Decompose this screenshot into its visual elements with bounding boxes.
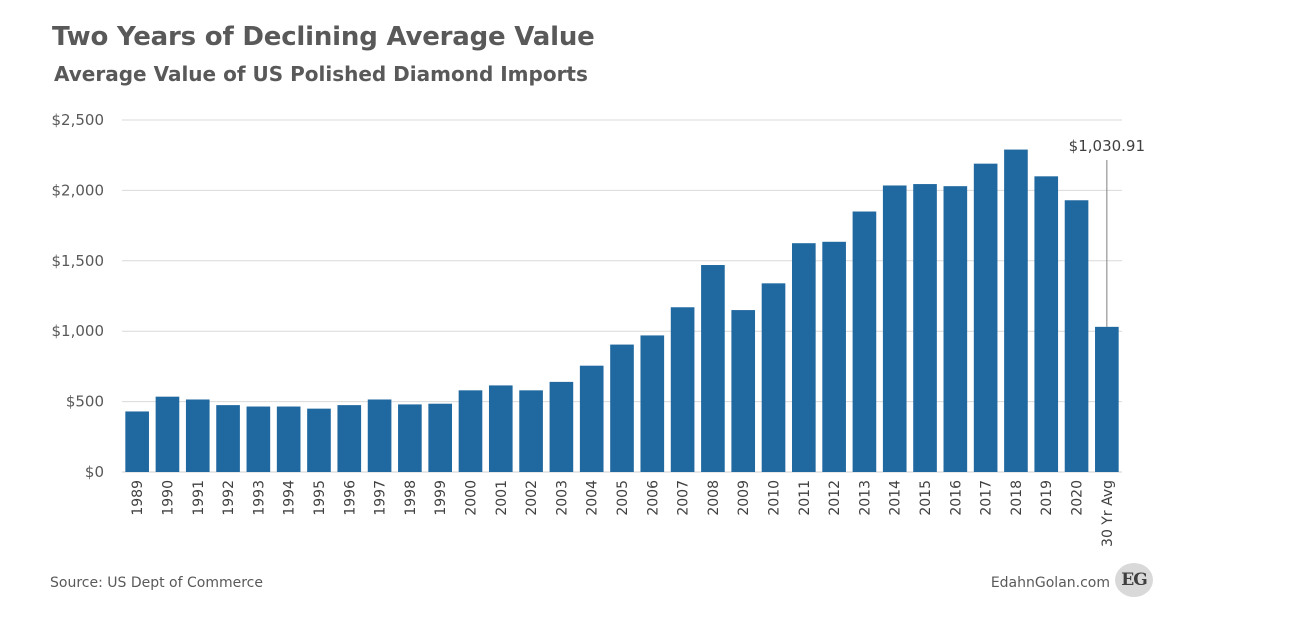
x-tick-label: 2020 — [1070, 480, 1086, 516]
y-tick-label: $1,500 — [52, 252, 105, 270]
x-tick-label: 2006 — [645, 480, 661, 516]
bar-2019 — [1034, 176, 1059, 472]
bar-1999 — [428, 403, 452, 472]
x-tick-label: 1996 — [342, 480, 358, 516]
bar-2003 — [549, 381, 574, 472]
bar-2020 — [1064, 200, 1089, 473]
source-note: Source: US Dept of Commerce — [50, 575, 263, 591]
bar-2017 — [973, 163, 998, 472]
x-tick-label: 2003 — [554, 480, 570, 516]
x-tick-label: 2017 — [979, 480, 995, 516]
x-tick-label: 2013 — [857, 480, 873, 516]
bar-2010 — [761, 283, 786, 472]
chart-subtitle: Average Value of US Polished Diamond Imp… — [54, 62, 588, 86]
bar-2016 — [943, 186, 968, 472]
bar-1993 — [246, 406, 271, 472]
bar-2013 — [852, 211, 877, 472]
x-tick-label: 1992 — [221, 480, 237, 516]
bar-1992 — [216, 405, 240, 472]
x-tick-label: 1999 — [433, 480, 449, 516]
x-tick-label: 2009 — [736, 480, 752, 516]
bar-2002 — [519, 390, 543, 472]
x-tick-label: 2004 — [585, 480, 601, 516]
y-tick-label: $0 — [85, 463, 104, 481]
bar-2006 — [640, 335, 665, 472]
x-tick-label: 1994 — [282, 480, 298, 516]
bar-1991 — [185, 399, 210, 472]
bar-1997 — [367, 399, 392, 472]
bar-1996 — [337, 405, 362, 472]
bar-1994 — [276, 406, 301, 472]
x-tick-label: 2015 — [918, 480, 934, 516]
x-tick-label: 2002 — [524, 480, 540, 516]
y-tick-label: $1,000 — [52, 322, 105, 340]
y-tick-label: $2,500 — [52, 111, 105, 129]
bar-1995 — [307, 408, 331, 472]
bar-2000 — [458, 390, 483, 472]
x-tick-label: 2000 — [463, 480, 479, 516]
annotation-label: $1,030.91 — [1069, 137, 1145, 155]
bar-2015 — [913, 184, 937, 472]
x-tick-label: 1991 — [191, 480, 207, 516]
bar-2012 — [822, 241, 846, 472]
bar-2011 — [792, 243, 816, 472]
site-credit: EdahnGolan.com — [990, 575, 1110, 591]
bar-2001 — [488, 385, 513, 472]
bar-2014 — [882, 185, 907, 473]
x-tick-label: 2011 — [797, 480, 813, 516]
y-tick-label: $2,000 — [52, 181, 105, 199]
x-tick-label: 2019 — [1039, 480, 1055, 516]
chart-title: Two Years of Declining Average Value — [52, 22, 595, 52]
bar-30-yr-avg — [1095, 326, 1119, 472]
bar-2018 — [1004, 149, 1028, 472]
x-tick-label: 30 Yr Avg — [1100, 480, 1116, 547]
bar-1998 — [398, 404, 422, 472]
x-tick-label: 1990 — [160, 480, 176, 516]
x-tick-label: 1997 — [373, 480, 389, 516]
bar-2009 — [731, 310, 756, 472]
bar-2005 — [610, 344, 634, 472]
x-tick-label: 1993 — [251, 480, 267, 516]
x-tick-label: 1995 — [312, 480, 328, 516]
bar-1990 — [155, 396, 180, 472]
bar-1989 — [125, 411, 149, 472]
x-tick-label: 2018 — [1009, 480, 1025, 516]
x-tick-label: 2005 — [615, 480, 631, 516]
eg-logo: EG — [1115, 563, 1153, 597]
x-tick-label: 1998 — [403, 480, 419, 516]
x-tick-label: 2016 — [948, 480, 964, 516]
y-tick-label: $500 — [66, 393, 104, 411]
bar-2004 — [579, 365, 604, 472]
x-tick-label: 1989 — [130, 480, 146, 516]
x-tick-label: 2010 — [767, 480, 783, 516]
x-tick-label: 2012 — [827, 480, 843, 516]
x-tick-label: 2001 — [494, 480, 510, 516]
bar-2007 — [670, 307, 695, 472]
x-tick-label: 2008 — [706, 480, 722, 516]
bar-2008 — [701, 265, 725, 472]
x-tick-label: 2014 — [888, 480, 904, 516]
x-tick-label: 2007 — [676, 480, 692, 516]
